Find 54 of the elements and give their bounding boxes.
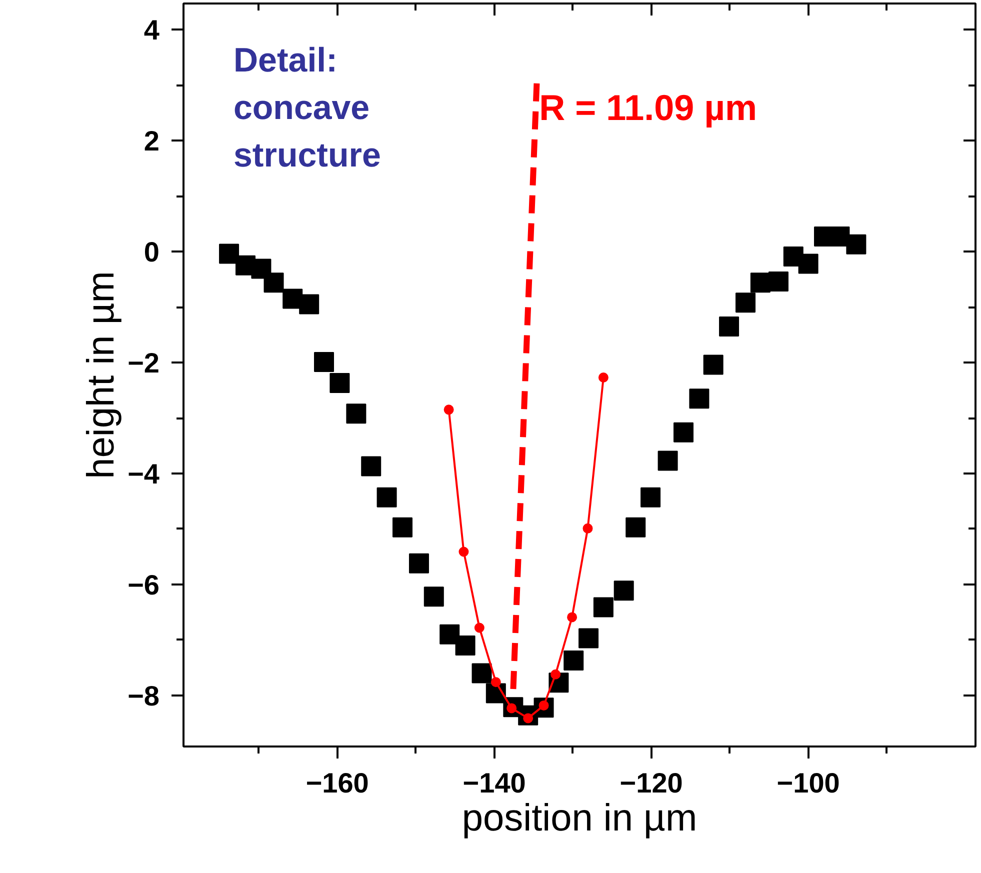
point [768,272,788,292]
point [567,612,578,622]
x-tick-label: −140 [462,768,526,798]
point [658,450,678,471]
point [689,388,710,409]
point [330,373,350,394]
point [455,636,476,656]
y-tick-label: −8 [128,680,160,712]
point [458,546,469,557]
point [798,254,818,274]
point [736,292,756,313]
point [640,487,661,508]
point [582,523,593,534]
x-tick-label: −120 [620,768,683,798]
point [299,294,320,314]
point [264,272,284,293]
y-tick-label: 0 [144,236,160,268]
point [474,622,484,633]
point [674,422,694,442]
point [490,677,501,688]
x-tick-label: −100 [776,768,840,798]
point [626,517,646,538]
point [440,624,460,644]
annotation: Detail: concave structure [234,42,381,174]
y-tick-label: 4 [144,14,160,46]
point [750,272,770,293]
point [614,580,634,601]
y-axis-title: height in µm [80,271,123,479]
point [376,487,397,508]
y-tick-label: −4 [128,458,160,490]
point [314,352,334,372]
point [251,258,272,279]
y-tick-label: −2 [128,348,160,379]
x-tick-label: −160 [306,768,369,798]
point [550,669,561,680]
point [219,244,240,264]
annotation: R = 11.09 µm [539,86,757,128]
point [361,456,382,476]
point [703,354,724,375]
y-tick-label: −6 [128,569,160,600]
x-axis-title: position in µm [462,798,698,840]
point [598,372,608,382]
point [578,628,599,648]
point [593,597,614,618]
point [846,234,866,254]
point [472,663,492,684]
point [346,404,366,424]
point [564,650,584,670]
y-tick-label: 2 [144,126,160,157]
point [444,404,454,415]
point [392,517,412,538]
point [408,553,429,574]
point [719,316,740,336]
point [424,586,444,607]
